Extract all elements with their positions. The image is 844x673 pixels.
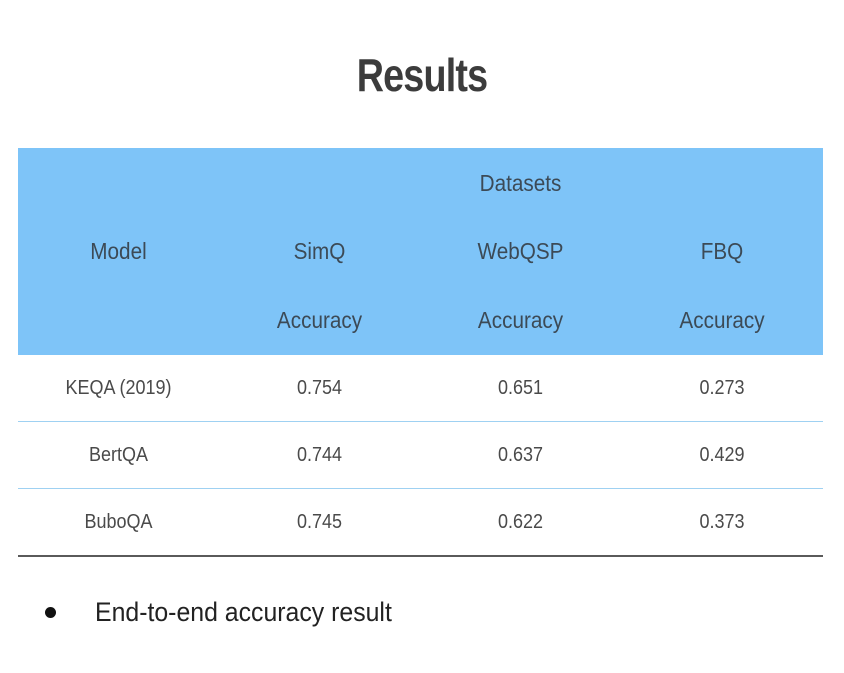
table-header: Datasets Model SimQ WebQSP FBQ Accuracy … <box>18 148 823 355</box>
bullet-text: End-to-end accuracy result <box>95 597 392 627</box>
slide-title: Results <box>356 49 488 101</box>
row-model: BertQA <box>88 444 149 466</box>
table-row: BertQA 0.744 0.637 0.429 <box>18 422 823 489</box>
bullet-icon <box>45 607 56 618</box>
header-dataset-simq: SimQ <box>293 238 346 264</box>
row-value-webqsp: 0.622 <box>497 511 544 533</box>
row-value-fbq: 0.273 <box>699 377 745 399</box>
row-value-simq: 0.754 <box>296 377 343 399</box>
row-value-webqsp: 0.651 <box>497 377 544 399</box>
row-value-fbq: 0.429 <box>699 444 745 466</box>
header-metric-webqsp: Accuracy <box>477 307 564 333</box>
results-table: Datasets Model SimQ WebQSP FBQ Accuracy … <box>18 148 823 557</box>
table-row: KEQA (2019) 0.754 0.651 0.273 <box>18 355 823 422</box>
header-model: Model <box>90 238 147 264</box>
header-metric-fbq: Accuracy <box>679 307 765 333</box>
header-dataset-fbq: FBQ <box>700 238 744 264</box>
header-dataset-webqsp: WebQSP <box>477 238 564 264</box>
bullet-item: End-to-end accuracy result <box>40 597 418 628</box>
row-model: KEQA (2019) <box>65 377 172 399</box>
header-datasets-group: Datasets <box>479 170 562 196</box>
row-value-simq: 0.744 <box>296 444 343 466</box>
table-row: BuboQA 0.745 0.622 0.373 <box>18 489 823 557</box>
row-value-simq: 0.745 <box>296 511 343 533</box>
header-metric-simq: Accuracy <box>276 307 363 333</box>
row-value-webqsp: 0.637 <box>497 444 544 466</box>
row-model: BuboQA <box>84 511 153 533</box>
row-value-fbq: 0.373 <box>699 511 745 533</box>
